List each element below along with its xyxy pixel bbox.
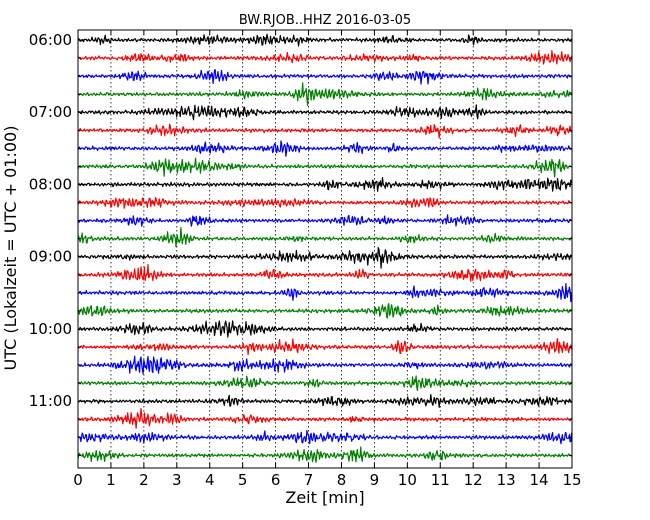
x-axis-ticks: 0 1 2 3 4 5 6 7 8 9 10 11 12 13 14 15 [73, 30, 582, 489]
trace-0600 [77, 33, 573, 47]
trace-0645 [77, 82, 573, 106]
trace-0945 [77, 303, 573, 319]
x-axis-label: Zeit [min] [285, 488, 364, 507]
y-tick-label-1: 07:00 [29, 103, 72, 121]
x-tick-label-9: 9 [370, 471, 380, 489]
x-tick-label-0: 0 [73, 471, 83, 489]
trace-1115 [77, 408, 572, 429]
trace-0930 [77, 282, 573, 303]
trace-1100 [77, 394, 572, 408]
grid-lines [110, 30, 540, 468]
trace-group [77, 33, 573, 463]
y-tick-label-3: 09:00 [29, 248, 72, 266]
x-tick-label-4: 4 [205, 471, 215, 489]
plot-frame [77, 29, 573, 469]
trace-1130 [77, 429, 573, 445]
x-tick-label-1: 1 [106, 471, 116, 489]
x-tick-label-7: 7 [304, 471, 314, 489]
y-tick-label-0: 06:00 [29, 31, 72, 49]
x-tick-label-11: 11 [431, 471, 450, 489]
trace-1015 [77, 338, 573, 356]
x-tick-label-14: 14 [530, 471, 549, 489]
x-tick-label-13: 13 [497, 471, 516, 489]
trace-0615 [77, 50, 573, 65]
trace-0815 [77, 196, 572, 209]
y-axis-ticks: 06:00 07:00 08:00 09:00 10:00 11:00 [29, 31, 572, 456]
x-tick-label-5: 5 [238, 471, 248, 489]
trace-0900 [77, 246, 573, 269]
trace-1000 [77, 320, 572, 338]
trace-0715 [77, 123, 572, 139]
trace-0845 [77, 227, 573, 248]
x-tick-label-3: 3 [172, 471, 182, 489]
trace-1030 [77, 355, 573, 375]
y-axis-label: UTC (Lokalzeit = UTC + 01:00) [1, 126, 20, 371]
trace-0700 [77, 104, 573, 121]
trace-0800 [77, 176, 573, 192]
x-tick-label-6: 6 [271, 471, 281, 489]
trace-0830 [77, 214, 572, 227]
x-tick-label-12: 12 [464, 471, 483, 489]
trace-1045 [77, 375, 573, 392]
trace-0730 [77, 140, 572, 157]
y-tick-label-5: 11:00 [29, 392, 72, 410]
y-tick-label-2: 08:00 [29, 175, 72, 193]
x-tick-label-2: 2 [139, 471, 149, 489]
x-tick-label-10: 10 [398, 471, 417, 489]
trace-0630 [77, 69, 573, 85]
trace-0745 [77, 157, 572, 178]
x-tick-label-15: 15 [562, 471, 581, 489]
trace-1145 [77, 446, 572, 463]
trace-0915 [77, 263, 573, 282]
chart-title: BW.RJOB..HHZ 2016-03-05 [239, 13, 411, 28]
x-tick-label-8: 8 [337, 471, 347, 489]
y-tick-label-4: 10:00 [29, 320, 72, 338]
